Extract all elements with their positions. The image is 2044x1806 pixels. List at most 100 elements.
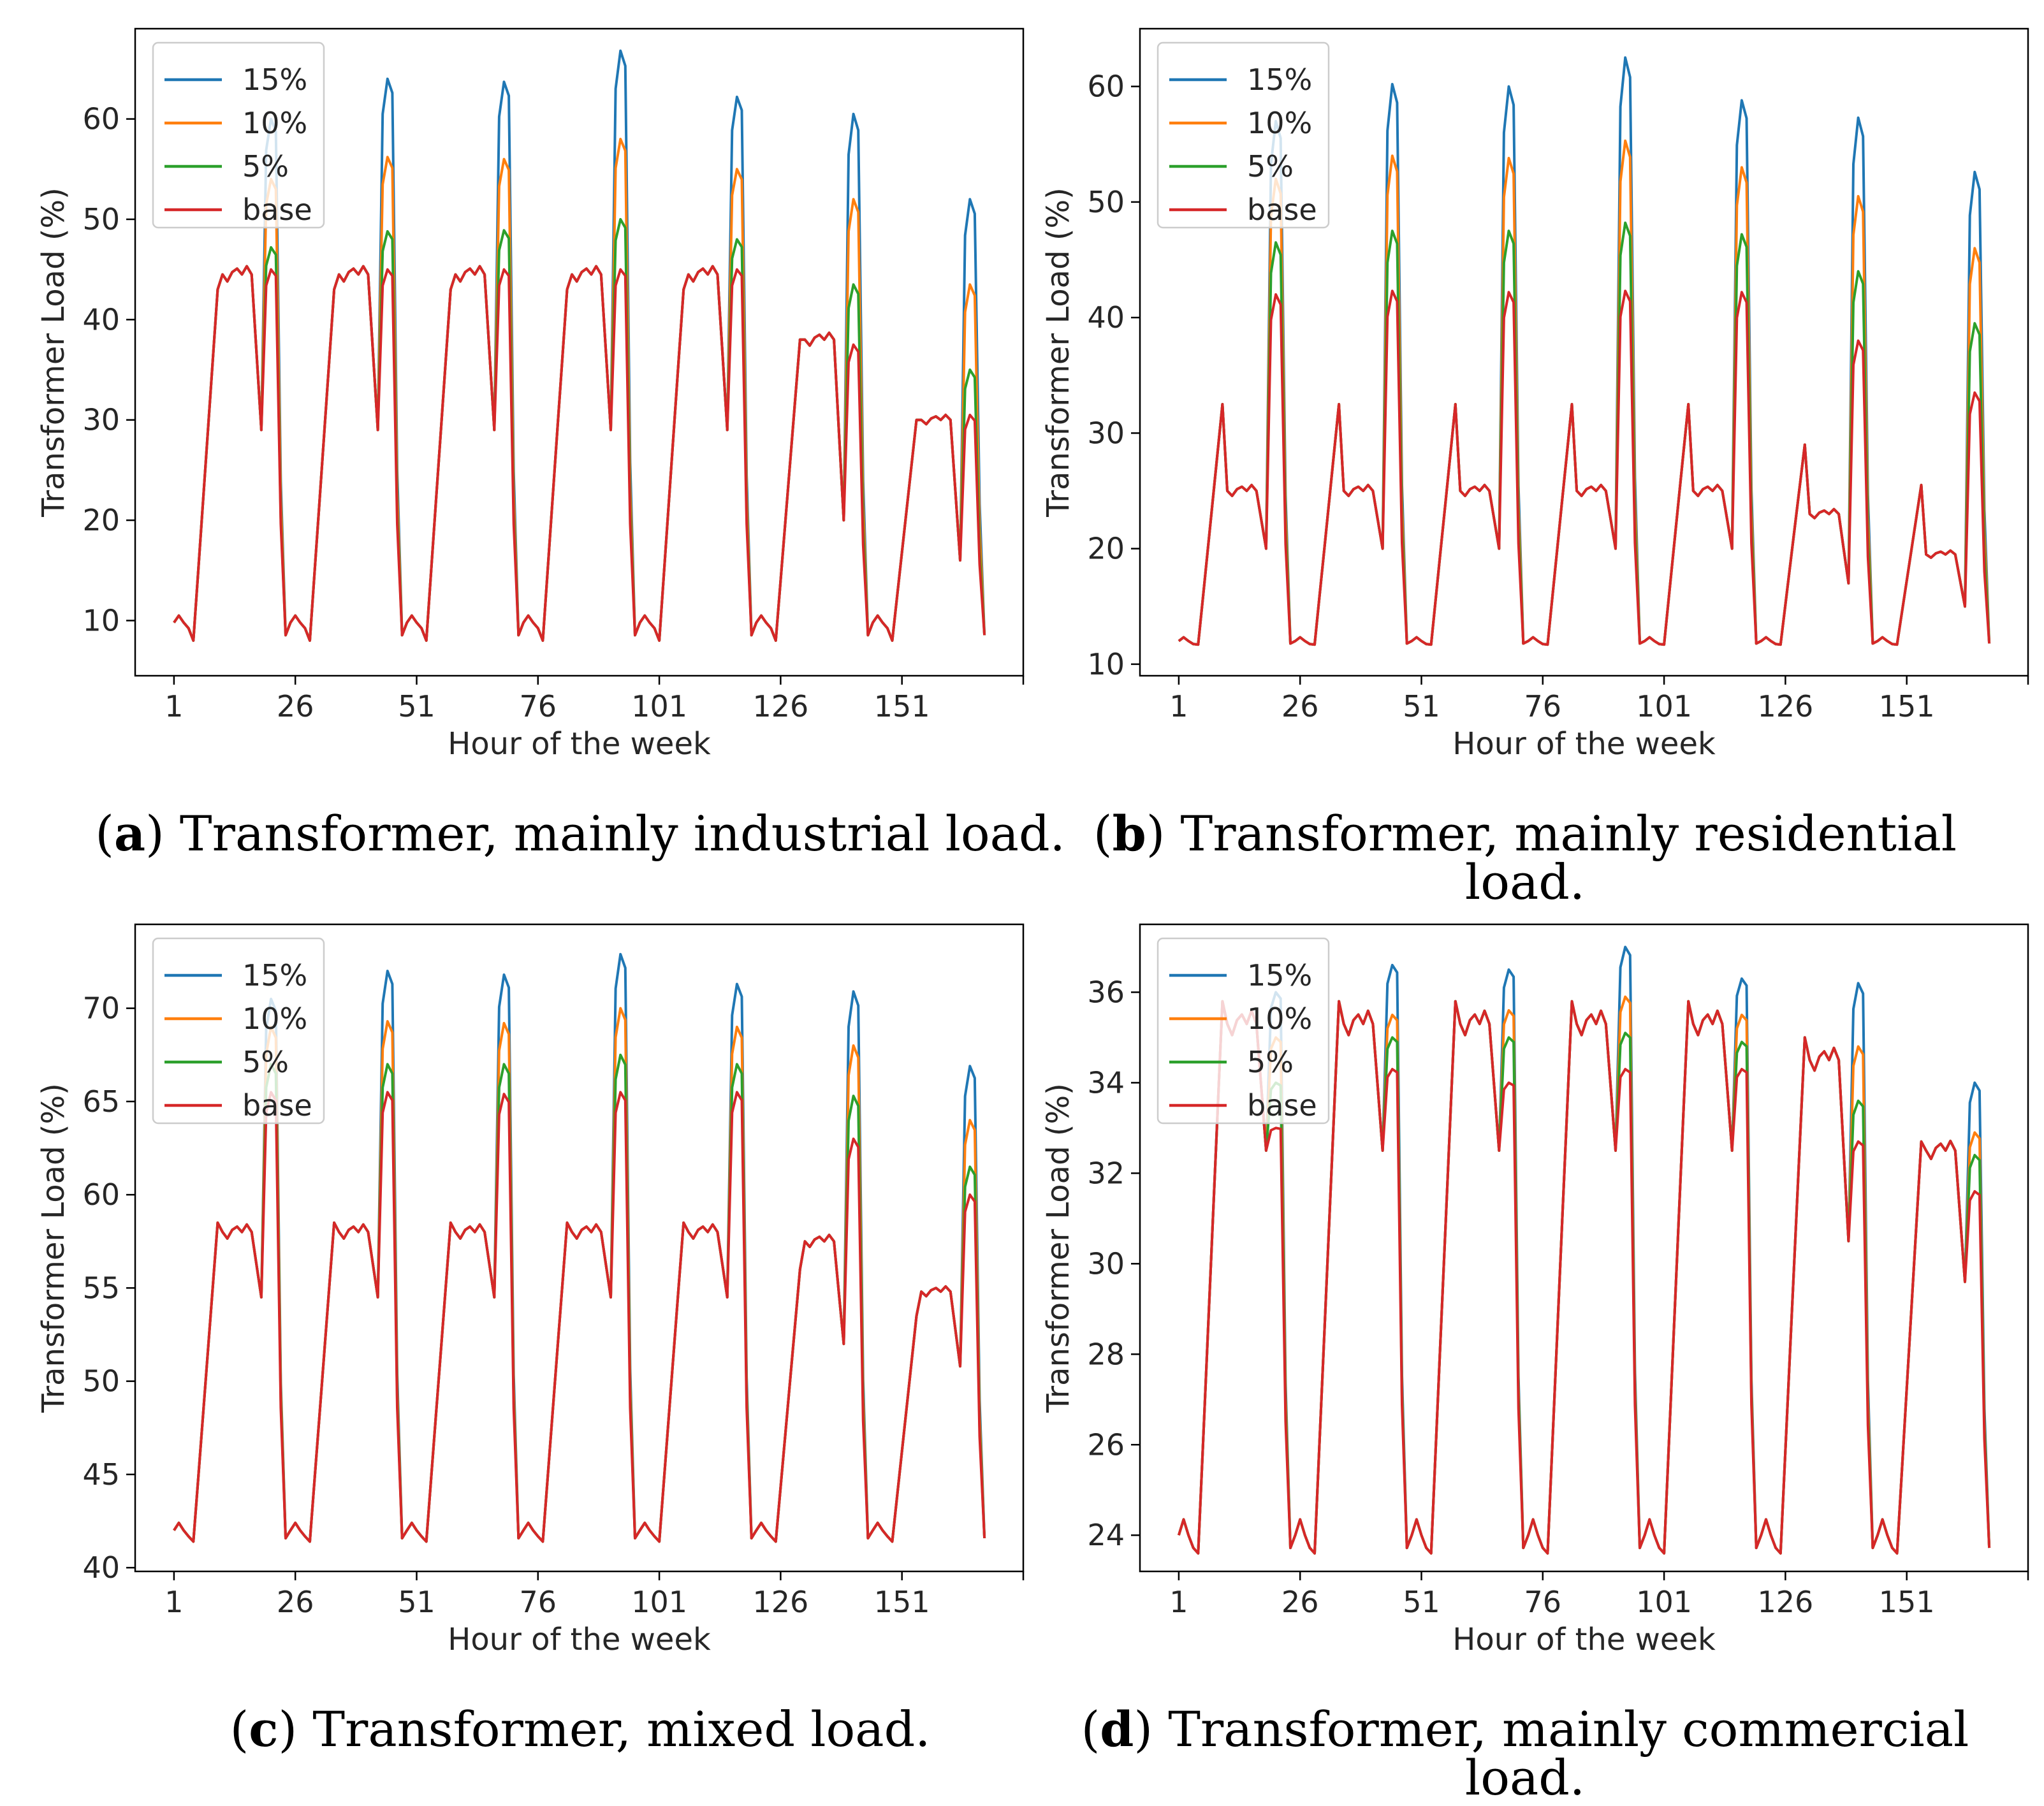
y-tick-label: 26	[1087, 1427, 1125, 1462]
series-line-base	[173, 265, 986, 642]
x-tick-label: 101	[631, 689, 687, 724]
legend-label: 5%	[242, 1045, 289, 1079]
caption-text: Transformer, mainly industrial load.	[164, 805, 1065, 862]
x-tick-label: 26	[1281, 689, 1319, 724]
caption-text: Transformer, mainly residential load.	[1165, 805, 1957, 910]
x-tick-label: 26	[1281, 1585, 1319, 1619]
legend	[152, 41, 325, 229]
y-tick-label: 40	[82, 302, 120, 337]
x-tick-label: 1	[164, 1585, 183, 1619]
y-tick-label: 45	[82, 1457, 120, 1492]
x-tick-label: 76	[1524, 1585, 1562, 1619]
legend-label: 15%	[1247, 62, 1312, 97]
caption-text: Transformer, mixed load.	[297, 1701, 931, 1758]
series-group	[173, 952, 986, 1543]
y-tick-label: 32	[1087, 1156, 1125, 1190]
x-tick-label: 51	[398, 1585, 435, 1619]
x-tick-label: 151	[1879, 1585, 1935, 1619]
x-tick-label: 126	[752, 689, 808, 724]
x-tick-label: 1	[1169, 1585, 1188, 1619]
y-tick-label: 24	[1087, 1518, 1125, 1552]
caption-letter: b	[1112, 805, 1146, 862]
x-tick-label: 101	[1636, 689, 1692, 724]
y-tick-label: 40	[82, 1550, 120, 1585]
x-tick-label: 26	[277, 1585, 314, 1619]
series-group	[1177, 945, 1991, 1555]
y-tick-label: 50	[82, 202, 120, 237]
caption-c: (c) Transformer, mixed load.	[230, 1701, 931, 1758]
y-tick-label: 36	[1087, 975, 1125, 1009]
y-tick-label: 30	[82, 403, 120, 437]
x-tick-label: 151	[874, 1585, 930, 1619]
x-axis-label: Hour of the week	[1452, 1622, 1716, 1657]
x-tick-label: 51	[398, 689, 435, 724]
y-tick-label: 10	[82, 603, 120, 637]
legend-label: 15%	[1247, 958, 1312, 993]
y-tick-label: 40	[1087, 300, 1125, 335]
caption-d: (d) Transformer, mainly commercial load.	[1081, 1701, 1969, 1806]
legend-label: 15%	[242, 62, 307, 97]
x-tick-label: 126	[1757, 1585, 1813, 1619]
legend	[152, 937, 325, 1125]
x-tick-label: 51	[1403, 1585, 1440, 1619]
series-group	[1178, 56, 1991, 646]
legend-label: 10%	[1247, 1001, 1312, 1036]
y-tick-label: 28	[1087, 1337, 1125, 1371]
x-tick-label: 126	[1757, 689, 1813, 724]
y-tick-label: 60	[82, 1177, 120, 1212]
caption-b: (b) Transformer, mainly residential load…	[1093, 805, 1957, 910]
x-tick-label: 151	[874, 689, 930, 724]
legend-label: 15%	[242, 958, 307, 993]
x-tick-label: 1	[164, 689, 183, 724]
x-axis-label: Hour of the week	[448, 1622, 711, 1657]
x-axis-label: Hour of the week	[448, 726, 711, 762]
y-axis-label: Transformer Load (%)	[1040, 1083, 1076, 1413]
x-tick-label: 51	[1403, 689, 1440, 724]
legend-label: base	[242, 1088, 312, 1123]
x-tick-label: 76	[520, 689, 557, 724]
x-tick-label: 26	[277, 689, 314, 724]
x-tick-label: 126	[752, 1585, 808, 1619]
legend-label: base	[1247, 1088, 1317, 1123]
caption-letter: a	[113, 805, 146, 862]
y-axis-label: Transformer Load (%)	[1040, 187, 1076, 518]
x-tick-label: 101	[631, 1585, 687, 1619]
y-tick-label: 20	[1087, 532, 1125, 566]
series-line-base	[173, 1091, 986, 1543]
legend	[1157, 41, 1330, 229]
x-tick-label: 151	[1879, 689, 1935, 724]
y-tick-label: 34	[1087, 1065, 1125, 1100]
y-tick-label: 60	[82, 102, 120, 136]
y-tick-label: 30	[1087, 1246, 1125, 1281]
y-tick-label: 10	[1087, 647, 1125, 681]
series-line-base	[1177, 1000, 1991, 1555]
y-tick-label: 70	[82, 991, 120, 1026]
legend-label: 5%	[1247, 1045, 1294, 1079]
x-tick-label: 101	[1636, 1585, 1692, 1619]
legend-label: 10%	[242, 1001, 307, 1036]
legend-label: 5%	[1247, 149, 1294, 184]
series-group	[173, 49, 986, 642]
x-tick-label: 1	[1169, 689, 1188, 724]
y-tick-label: 60	[1087, 69, 1125, 104]
y-tick-label: 30	[1087, 416, 1125, 450]
y-tick-label: 50	[1087, 185, 1125, 219]
legend-label: 10%	[242, 106, 307, 140]
series-line-base	[1178, 289, 1991, 646]
y-tick-label: 55	[82, 1271, 120, 1305]
legend-label: 5%	[242, 149, 289, 184]
caption-text: Transformer, mainly commercial load.	[1153, 1701, 1969, 1806]
x-tick-label: 76	[1524, 689, 1562, 724]
caption-a: (a) Transformer, mainly industrial load.	[95, 805, 1065, 862]
y-tick-label: 65	[82, 1084, 120, 1119]
y-axis-label: Transformer Load (%)	[36, 187, 71, 518]
legend	[1157, 937, 1330, 1125]
y-tick-label: 50	[82, 1364, 120, 1399]
legend-label: base	[1247, 193, 1317, 227]
x-axis-label: Hour of the week	[1452, 726, 1716, 762]
